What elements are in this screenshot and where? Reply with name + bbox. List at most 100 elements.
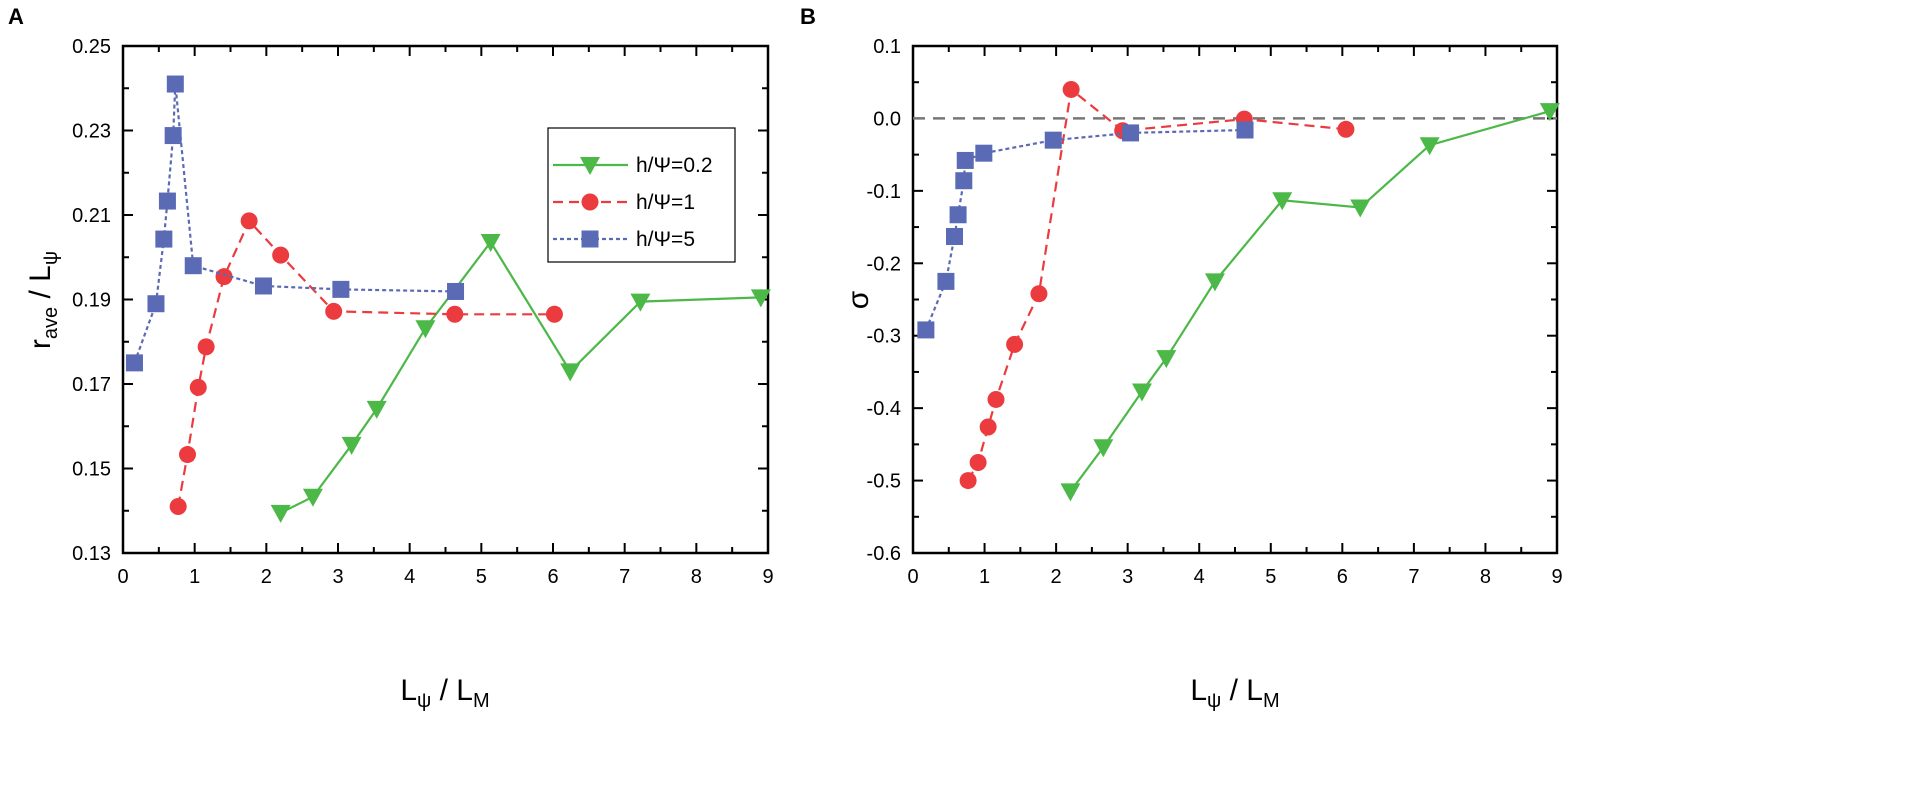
data-point (164, 127, 182, 145)
data-point (969, 453, 987, 471)
data-point (197, 338, 215, 356)
data-point (166, 75, 184, 93)
x-axis-title-b: Lψ / LM (1190, 674, 1279, 712)
data-point (366, 400, 387, 419)
data-point (987, 390, 1005, 408)
y-tick-label: 0.21 (72, 205, 111, 227)
y-tick-label: -0.1 (867, 181, 901, 203)
x-tick-label: 5 (1265, 566, 1276, 588)
data-point (1204, 273, 1225, 292)
legend-marker (581, 193, 599, 211)
legend-box (547, 127, 736, 263)
data-point (630, 293, 651, 312)
panel-label-b: B (800, 4, 816, 29)
data-point (545, 305, 563, 323)
data-point (447, 282, 465, 300)
data-point (1539, 103, 1560, 122)
y-tick-label: -0.4 (867, 398, 901, 420)
y-tick-label: 0.19 (72, 290, 111, 312)
series-h/Ψ=5 (125, 75, 465, 372)
y-tick-label: 0.17 (72, 374, 111, 396)
x-tick-label: 9 (762, 566, 773, 588)
data-point (179, 446, 196, 464)
series-line (924, 128, 1246, 331)
panel-a: 0 1 2 3 4 5 6 7 8 9 0.13 0.15 0.17 0.19 0.21 0.23 0.25 h/… (72, 36, 774, 588)
x-tick-label: 8 (691, 566, 702, 588)
data-point (147, 295, 165, 313)
x-tick-label: 9 (1551, 566, 1562, 588)
legend-item: h/Ψ=5 (553, 228, 695, 251)
y-tick-label: -0.3 (867, 326, 901, 348)
data-point (1156, 350, 1177, 369)
y-tick-label: 0.1 (873, 36, 901, 58)
data-point (955, 172, 973, 190)
data-point (1044, 131, 1062, 149)
x-tick-label: 1 (979, 566, 990, 588)
data-point (446, 305, 464, 323)
y-axis-title-b: σ (842, 290, 875, 309)
series-h/Ψ=5 (917, 121, 1254, 339)
x-tick-label: 7 (1408, 566, 1419, 588)
data-point (184, 257, 202, 275)
data-point (956, 151, 974, 169)
series-line (133, 83, 456, 364)
data-point (1062, 80, 1080, 98)
data-point (169, 498, 187, 516)
data-point (270, 504, 291, 523)
series-h/Ψ=1 (169, 212, 563, 516)
series-line (177, 218, 555, 507)
x-tick-label: 6 (1337, 566, 1348, 588)
panel-label-a: A (8, 4, 24, 29)
data-point (937, 272, 955, 290)
x-tick-label: 0 (907, 566, 918, 588)
series-h/Ψ=1 (959, 80, 1355, 490)
data-point (1131, 383, 1152, 402)
data-point (1350, 199, 1371, 218)
y-tick-label: 0.13 (72, 543, 111, 565)
y-tick-label: -0.6 (867, 543, 901, 565)
data-point (332, 280, 350, 298)
series-h/Ψ=0.2 (270, 234, 771, 523)
legend-label: h/Ψ=5 (636, 228, 695, 251)
data-point (158, 192, 176, 210)
data-point (1030, 285, 1048, 303)
y-tick-label: 0.15 (72, 459, 111, 481)
data-point (415, 320, 436, 339)
series-h/Ψ=0.2 (1060, 103, 1560, 502)
data-point (959, 472, 977, 490)
data-point (1093, 439, 1114, 458)
data-point (560, 363, 581, 382)
legend-item: h/Ψ=1 (553, 191, 695, 214)
x-tick-label: 3 (332, 566, 343, 588)
legend-marker (580, 157, 600, 175)
data-point (302, 488, 323, 507)
data-point (1272, 192, 1293, 211)
x-tick-label: 0 (117, 566, 128, 588)
legend-item: h/Ψ=0.2 (553, 154, 713, 177)
data-point (917, 321, 935, 339)
y-tick-label: -0.2 (867, 253, 901, 275)
data-point (1060, 483, 1081, 502)
data-point (480, 234, 501, 253)
data-point (1236, 121, 1254, 139)
series-line (1069, 110, 1551, 493)
data-point (189, 378, 207, 396)
x-tick-label: 2 (261, 566, 272, 588)
legend-label: h/Ψ=0.2 (636, 154, 713, 177)
data-point (341, 436, 362, 455)
y-axis-title-a: rave / Lψ (24, 251, 62, 349)
x-tick-label: 1 (189, 566, 200, 588)
data-point (1337, 120, 1355, 138)
x-tick-label: 6 (547, 566, 558, 588)
y-tick-label: 0.0 (873, 108, 901, 130)
data-point (750, 289, 771, 308)
y-tick-label: -0.5 (867, 471, 901, 493)
data-point (325, 302, 343, 320)
data-point (1419, 137, 1440, 156)
data-point (946, 227, 964, 245)
data-point (979, 418, 997, 436)
data-point (240, 212, 258, 230)
data-point (1122, 124, 1140, 142)
series-line (280, 240, 761, 514)
